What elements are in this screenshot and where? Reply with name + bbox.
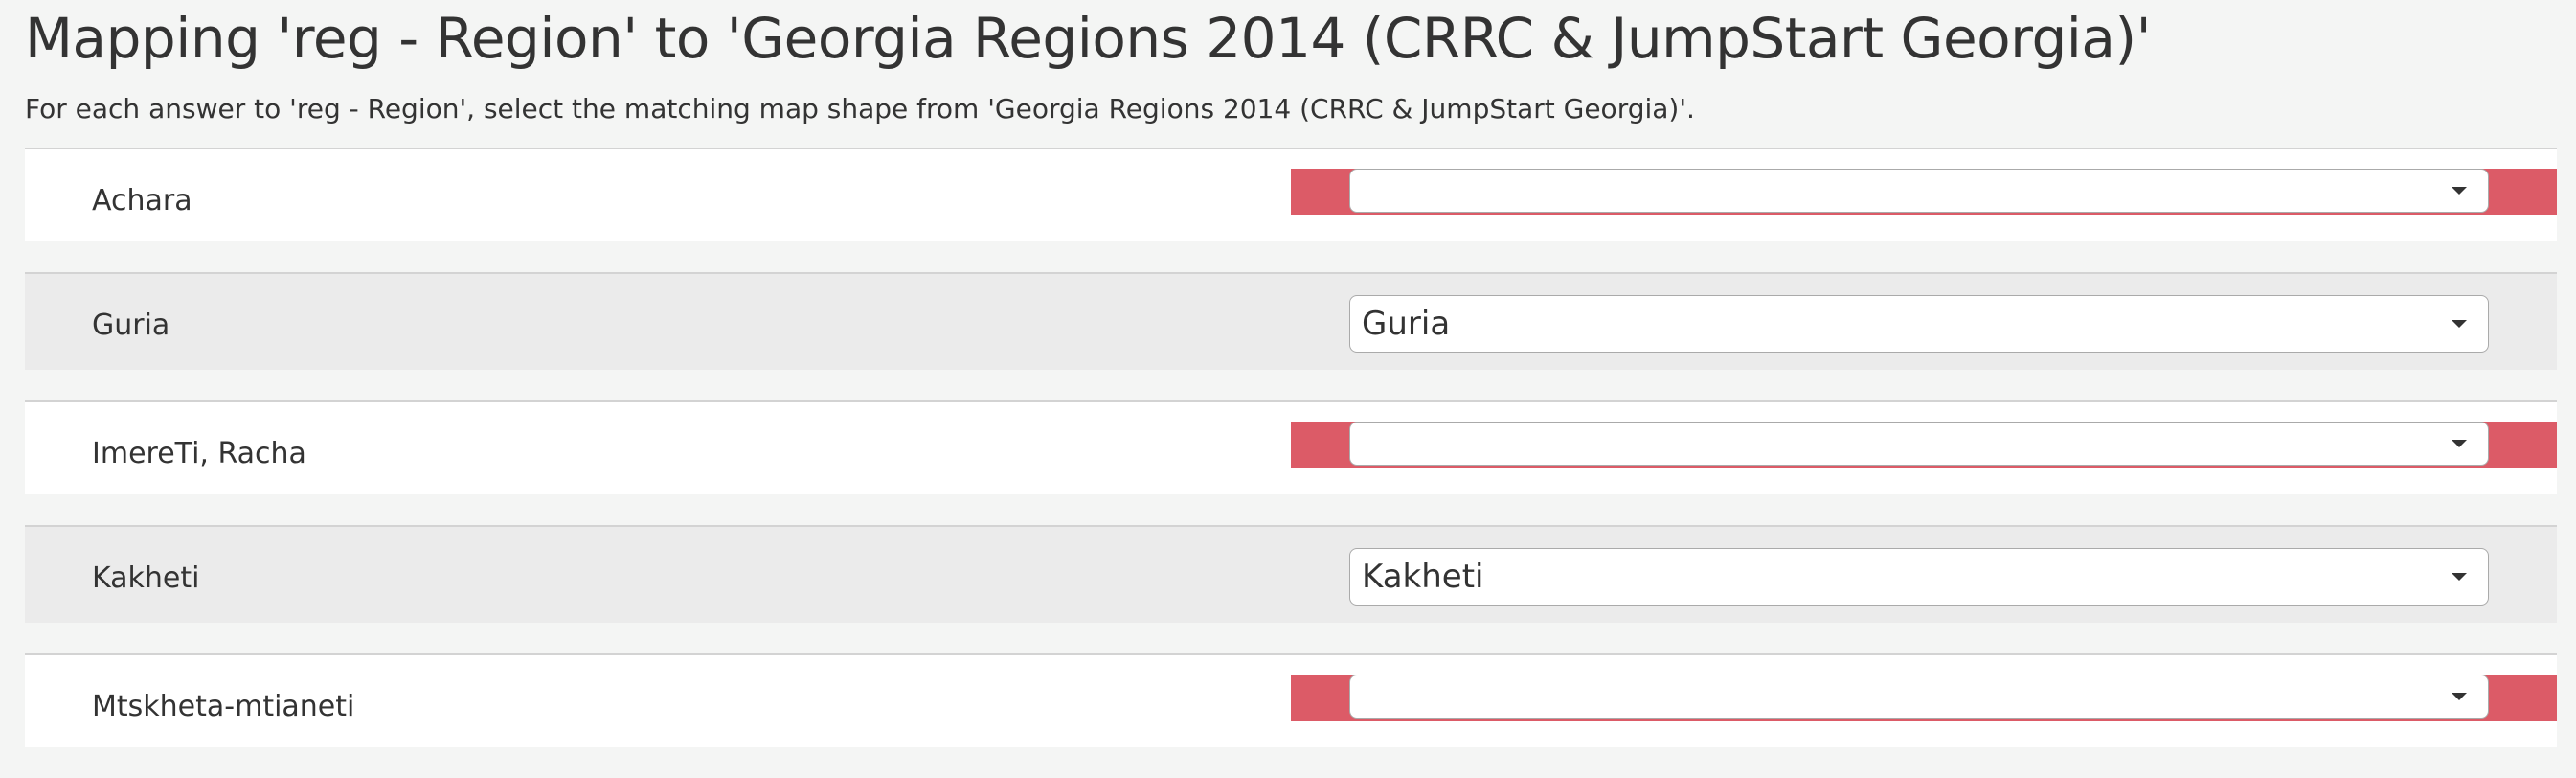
answer-label: Guria — [92, 309, 170, 342]
chevron-down-icon[interactable] — [2452, 440, 2467, 447]
shape-select-imereti-racha[interactable] — [1349, 422, 2489, 466]
shape-select-error-wrapper — [1291, 422, 2557, 468]
mapping-row-imereti-racha: ImereTi, Racha — [25, 400, 2557, 494]
page-title: Mapping 'reg - Region' to 'Georgia Regio… — [25, 6, 2152, 71]
mapping-row-mtskheta-mtianeti: Mtskheta-mtianeti — [25, 653, 2557, 747]
select-value: Guria — [1362, 305, 1451, 343]
mapping-row-kakheti: Kakheti Kakheti — [25, 525, 2557, 623]
mapping-row-achara: Achara — [25, 148, 2557, 241]
shape-select-error-wrapper — [1291, 169, 2557, 215]
answer-label: Kakheti — [92, 561, 200, 595]
select-value: Kakheti — [1362, 558, 1484, 596]
shape-select-mtskheta-mtianeti[interactable] — [1349, 675, 2489, 719]
shape-select-achara[interactable] — [1349, 169, 2489, 213]
chevron-down-icon[interactable] — [2452, 693, 2467, 700]
shape-select-error-wrapper — [1291, 675, 2557, 721]
chevron-down-icon[interactable] — [2452, 187, 2467, 194]
answer-label: Achara — [92, 184, 192, 217]
answer-label: Mtskheta-mtianeti — [92, 690, 355, 723]
shape-select-guria[interactable]: Guria — [1349, 295, 2489, 353]
shape-select-wrapper: Kakheti — [1291, 548, 2557, 607]
mapping-row-guria: Guria Guria — [25, 272, 2557, 370]
chevron-down-icon[interactable] — [2452, 320, 2467, 328]
page-subtitle: For each answer to 'reg - Region', selec… — [25, 93, 1695, 125]
mapping-list: Achara Guria Guria ImereTi, Racha Kakhet… — [25, 148, 2557, 778]
answer-label: ImereTi, Racha — [92, 437, 306, 470]
chevron-down-icon[interactable] — [2452, 573, 2467, 581]
shape-select-wrapper: Guria — [1291, 295, 2557, 355]
shape-select-kakheti[interactable]: Kakheti — [1349, 548, 2489, 606]
